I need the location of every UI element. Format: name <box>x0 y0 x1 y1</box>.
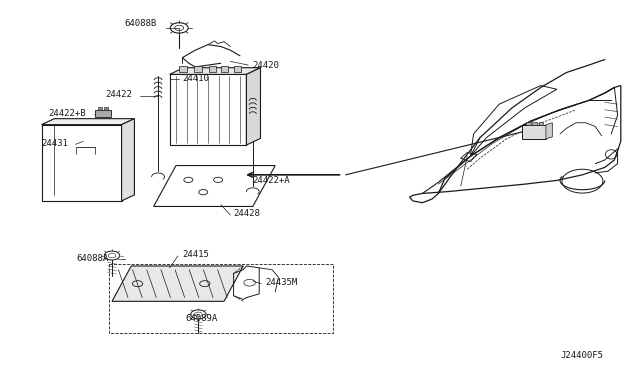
Polygon shape <box>526 122 531 125</box>
Polygon shape <box>194 67 202 73</box>
Polygon shape <box>539 122 543 125</box>
Text: 24422+A: 24422+A <box>253 176 291 185</box>
Polygon shape <box>234 67 241 73</box>
Polygon shape <box>104 107 108 110</box>
Bar <box>109 264 333 333</box>
Text: 24422+B: 24422+B <box>48 109 86 118</box>
Text: 24428: 24428 <box>234 209 260 218</box>
Polygon shape <box>209 67 216 73</box>
Polygon shape <box>98 107 102 110</box>
Polygon shape <box>154 166 275 206</box>
Text: 24410: 24410 <box>182 74 209 83</box>
Polygon shape <box>179 67 187 73</box>
Polygon shape <box>95 110 111 117</box>
Text: 64088A: 64088A <box>77 254 109 263</box>
Text: 24435M: 24435M <box>266 278 298 287</box>
Text: 64088B: 64088B <box>125 19 157 28</box>
Polygon shape <box>42 125 122 201</box>
Text: 24415: 24415 <box>182 250 209 259</box>
Polygon shape <box>532 122 537 125</box>
Text: J24400F5: J24400F5 <box>560 351 603 360</box>
Polygon shape <box>522 125 546 139</box>
Polygon shape <box>170 68 260 74</box>
Text: 24420: 24420 <box>253 61 280 70</box>
Polygon shape <box>122 119 134 201</box>
Polygon shape <box>170 74 246 145</box>
Polygon shape <box>42 119 134 125</box>
Text: 64089A: 64089A <box>186 314 218 323</box>
Polygon shape <box>246 68 260 145</box>
Polygon shape <box>546 123 552 139</box>
Polygon shape <box>112 266 243 301</box>
Text: 24422: 24422 <box>106 90 132 99</box>
Text: 24431: 24431 <box>42 139 68 148</box>
Polygon shape <box>221 67 228 73</box>
